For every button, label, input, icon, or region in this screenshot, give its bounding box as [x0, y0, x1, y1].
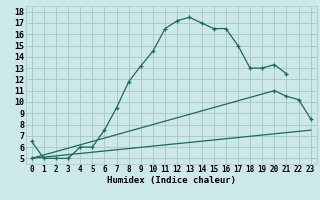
X-axis label: Humidex (Indice chaleur): Humidex (Indice chaleur) — [107, 176, 236, 185]
